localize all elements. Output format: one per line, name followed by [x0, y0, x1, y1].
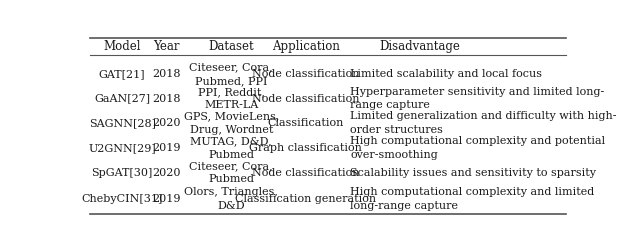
Text: GaAN[27]: GaAN[27]	[94, 94, 150, 104]
Text: Citeseer, Cora,
Pubmed: Citeseer, Cora, Pubmed	[189, 161, 273, 184]
Text: Node classification: Node classification	[252, 69, 360, 79]
Text: 2020: 2020	[152, 168, 181, 178]
Text: Classification: Classification	[268, 118, 344, 128]
Text: Application: Application	[272, 40, 340, 53]
Text: Limited generalization and difficulty with high-
order structures: Limited generalization and difficulty wi…	[350, 111, 617, 135]
Text: ChebyCIN[31]: ChebyCIN[31]	[81, 194, 163, 204]
Text: High computational complexity and potential
over-smoothing: High computational complexity and potent…	[350, 136, 605, 160]
Text: High computational complexity and limited
long-range capture: High computational complexity and limite…	[350, 187, 595, 211]
Text: Disadvantage: Disadvantage	[380, 40, 460, 53]
Text: Node classification: Node classification	[252, 94, 360, 104]
Text: 2018: 2018	[152, 94, 181, 104]
Text: SAGNN[28]: SAGNN[28]	[89, 118, 156, 128]
Text: U2GNN[29]: U2GNN[29]	[88, 143, 156, 153]
Text: Model: Model	[104, 40, 141, 53]
Text: PPI, Reddit,
METR-LA: PPI, Reddit, METR-LA	[198, 87, 265, 110]
Text: SpGAT[30]: SpGAT[30]	[92, 168, 153, 178]
Text: Graph classification: Graph classification	[249, 143, 362, 153]
Text: 2018: 2018	[152, 69, 181, 79]
Text: GAT[21]: GAT[21]	[99, 69, 145, 79]
Text: Olors, Triangles,
D&D: Olors, Triangles, D&D	[184, 187, 278, 211]
Text: Dataset: Dataset	[209, 40, 254, 53]
Text: Hyperparameter sensitivity and limited long-
range capture: Hyperparameter sensitivity and limited l…	[350, 87, 605, 110]
Text: Scalability issues and sensitivity to sparsity: Scalability issues and sensitivity to sp…	[350, 168, 596, 178]
Text: 2019: 2019	[152, 194, 181, 204]
Text: MUTAG, D&D,
Pubmed: MUTAG, D&D, Pubmed	[191, 136, 272, 160]
Text: Year: Year	[154, 40, 180, 53]
Text: Citeseer, Cora,
Pubmed, PPI: Citeseer, Cora, Pubmed, PPI	[189, 62, 273, 86]
Text: GPS, MovieLens,
Drug, Wordnet: GPS, MovieLens, Drug, Wordnet	[184, 111, 279, 135]
Text: 2019: 2019	[152, 143, 181, 153]
Text: Classification generation: Classification generation	[235, 194, 376, 204]
Text: Limited scalability and local focus: Limited scalability and local focus	[350, 69, 542, 79]
Text: 2020: 2020	[152, 118, 181, 128]
Text: Node classification: Node classification	[252, 168, 360, 178]
